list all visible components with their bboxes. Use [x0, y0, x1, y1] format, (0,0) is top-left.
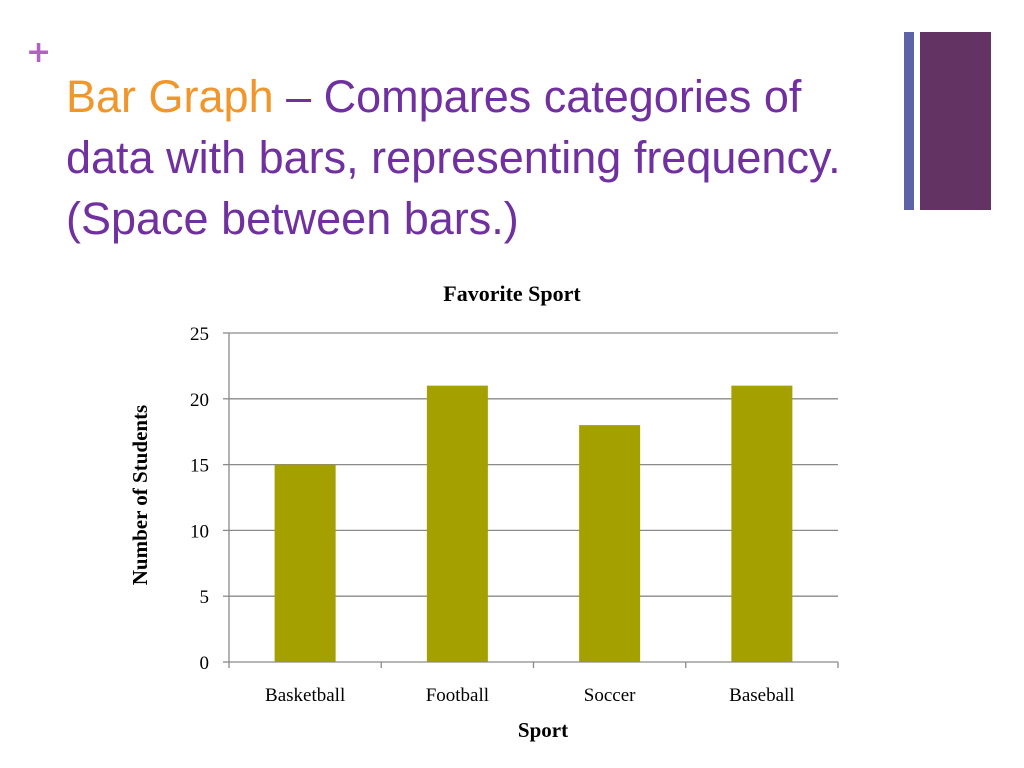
slide-title-highlight: Bar Graph — [66, 71, 274, 122]
slide-title-rest: – Compares categories of data with bars,… — [66, 71, 841, 244]
y-tick-label: 25 — [190, 324, 209, 345]
bar-soccer — [579, 425, 641, 662]
y-tick-label: 15 — [190, 456, 209, 477]
bar-football — [426, 385, 488, 662]
bar-baseball — [731, 385, 793, 662]
bullet-plus-icon: + — [26, 35, 52, 70]
bars — [274, 385, 793, 662]
axes — [223, 332, 839, 668]
y-tick-label: 10 — [190, 521, 209, 542]
bar-basketball — [274, 464, 336, 662]
x-tick-label: Football — [426, 685, 489, 706]
decorative-bar-thin — [904, 32, 914, 210]
y-tick-label: 0 — [200, 653, 210, 674]
y-tick-label: 5 — [200, 587, 210, 608]
x-tick-label: Basketball — [265, 685, 345, 706]
x-tick-label: Soccer — [584, 685, 636, 706]
y-tick-label: 20 — [190, 390, 209, 411]
slide-title: Bar Graph – Compares categories of data … — [66, 66, 886, 249]
decorative-bar-thick — [920, 32, 991, 210]
y-axis-title: Number of Students — [128, 405, 152, 585]
chart-title: Favorite Sport — [443, 281, 581, 306]
x-axis-title: Sport — [518, 718, 568, 742]
x-tick-label: Baseball — [729, 685, 794, 706]
tick-labels: 0 5 10 15 20 25 Basketball Football Soccer Baseba… — [190, 324, 795, 706]
